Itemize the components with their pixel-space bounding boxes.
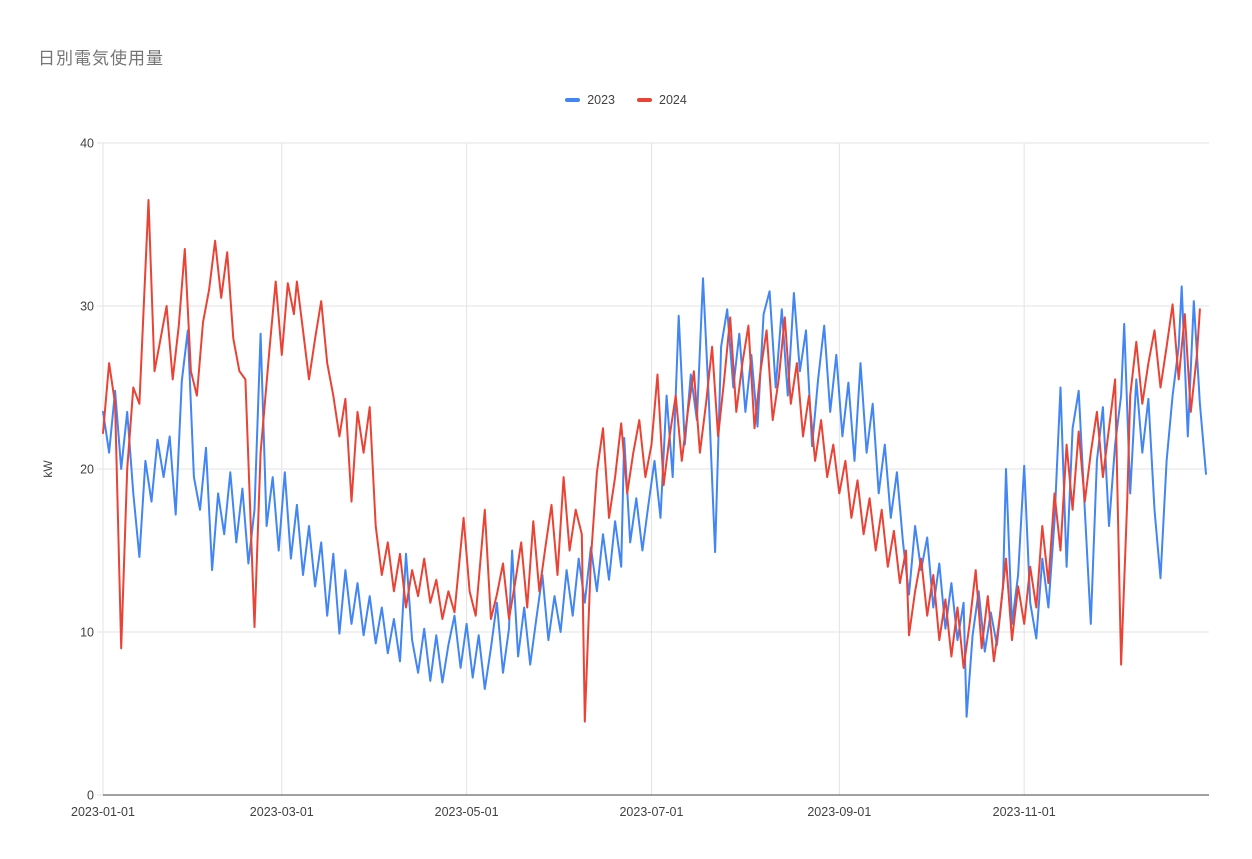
y-tick-label: 20 — [80, 463, 94, 477]
y-tick-label: 10 — [80, 626, 94, 640]
legend: 2023 2024 — [0, 93, 1252, 107]
series-line-2024[interactable] — [102, 199, 1201, 723]
legend-label-2024: 2024 — [659, 93, 687, 107]
series-line-2023[interactable] — [102, 277, 1207, 718]
legend-swatch-2024-icon — [637, 98, 652, 102]
x-tick-label: 2023-05-01 — [435, 805, 499, 819]
legend-swatch-2023-icon — [565, 98, 581, 102]
chart-title: 日別電気使用量 — [38, 49, 164, 68]
y-tick-label: 40 — [80, 137, 94, 151]
y-tick-label: 0 — [87, 789, 94, 803]
x-tick-label: 2023-11-01 — [993, 805, 1056, 819]
y-tick-label: 30 — [80, 300, 94, 314]
legend-item-2024[interactable]: 2024 — [637, 93, 687, 107]
x-tick-label: 2023-03-01 — [250, 805, 314, 819]
x-tick-label: 2023-01-01 — [71, 805, 135, 819]
legend-label-2023: 2023 — [587, 93, 615, 107]
x-tick-label: 2023-09-01 — [807, 805, 871, 819]
x-tick-label: 2023-07-01 — [619, 805, 683, 819]
y-axis-title: kW — [41, 460, 55, 478]
legend-item-2023[interactable]: 2023 — [565, 93, 615, 107]
